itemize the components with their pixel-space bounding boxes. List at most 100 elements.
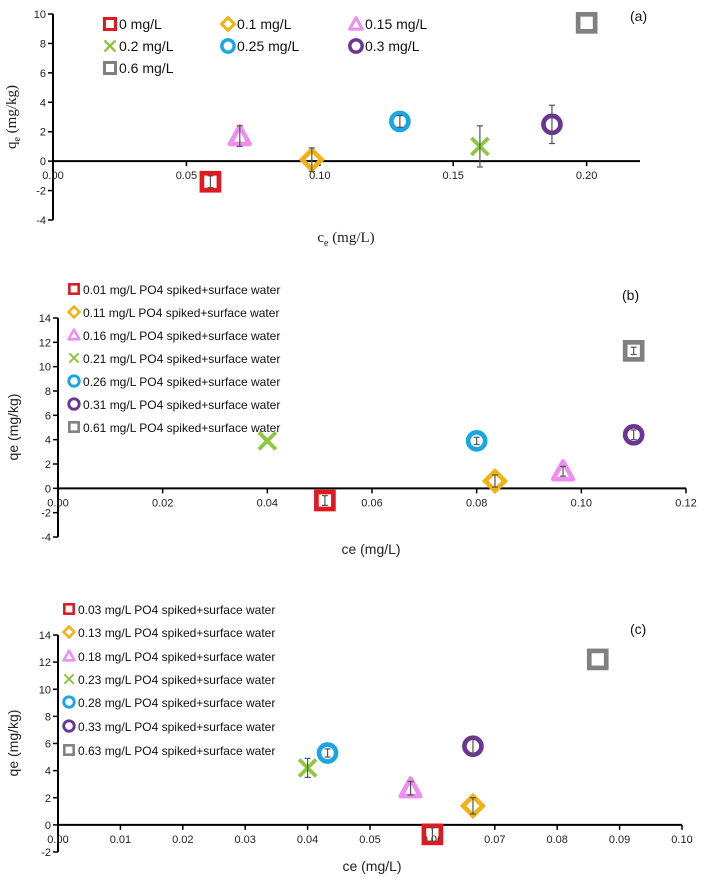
- legend-label: 0.16 mg/L PO4 spiked+surface water: [83, 329, 280, 343]
- legend-marker: [102, 16, 118, 32]
- data-marker: [199, 170, 222, 193]
- data-marker: [257, 431, 278, 451]
- y-axis-title: qe (mg/kg): [5, 394, 21, 461]
- x-axis-title: ce (mg/L): [317, 230, 374, 249]
- legend-item: 0.6 mg/L: [102, 60, 174, 76]
- legend-item: 0.16 mg/L PO4 spiked+surface water: [67, 328, 280, 343]
- data-marker: [398, 776, 423, 799]
- legend-label: 0.03 mg/L PO4 spiked+surface water: [78, 603, 275, 617]
- legend-label: 0.23 mg/L PO4 spiked+surface water: [78, 673, 275, 687]
- legend-item: 0.1 mg/L: [219, 15, 292, 33]
- legend-label: 0.31 mg/L PO4 spiked+surface water: [83, 398, 280, 412]
- data-marker: [622, 423, 645, 446]
- x-tick-label: 0.02: [172, 834, 193, 846]
- legend-item: 0.03 mg/L PO4 spiked+surface water: [63, 603, 275, 617]
- x-tick-label: 0.06: [361, 497, 382, 509]
- legend-label: 0.2 mg/L: [119, 38, 174, 54]
- x-tick-label: 0.15: [443, 170, 464, 182]
- y-tick-label: 8: [45, 386, 51, 398]
- y-tick-label: -2: [41, 847, 51, 859]
- data-marker: [459, 792, 487, 819]
- legend-label: 0.25 mg/L: [237, 38, 299, 54]
- x-tick-label: 0.12: [675, 497, 696, 509]
- legend-marker: [220, 38, 236, 54]
- data-marker: [622, 340, 645, 362]
- data-point: [622, 423, 645, 446]
- legend-item: 0.11 mg/L PO4 spiked+surface water: [66, 304, 279, 320]
- legend-marker: [348, 16, 364, 31]
- legend-marker-stroke-b: [63, 673, 75, 685]
- legend-marker: [67, 374, 81, 388]
- legend-item: 0.25 mg/L: [220, 38, 299, 54]
- legend-marker: [68, 283, 80, 295]
- x-axis-title: ce (mg/L): [342, 858, 401, 874]
- data-point: [481, 467, 509, 495]
- legend-marker: [67, 397, 81, 411]
- legend: 0.03 mg/L PO4 spiked+surface water 0.13 m…: [61, 603, 275, 758]
- data-point: [575, 11, 598, 34]
- legend-label: 0.28 mg/L PO4 spiked+surface water: [78, 696, 275, 710]
- x-tick-label: 0.05: [359, 834, 380, 846]
- legend-item: 0 mg/L: [102, 16, 162, 32]
- legend-item: 0.28 mg/L PO4 spiked+surface water: [62, 695, 275, 710]
- y-tick-label: 10: [34, 9, 46, 21]
- y-tick-label: 4: [40, 97, 46, 109]
- legend-label: 0.61 mg/L PO4 spiked+surface water: [83, 421, 280, 435]
- legend-label: 0.11 mg/L PO4 spiked+surface water: [83, 306, 279, 320]
- legend-marker: [62, 695, 76, 709]
- data-marker: [550, 459, 576, 482]
- x-axis-title: ce (mg/L): [341, 541, 400, 557]
- legend-item: 0.15 mg/L: [348, 16, 427, 32]
- data-point: [227, 124, 252, 148]
- y-tick-label: 0: [40, 156, 46, 168]
- legend-marker: [102, 60, 118, 76]
- legend-label: 0.33 mg/L PO4 spiked+surface water: [78, 720, 275, 734]
- y-tick-label: 2: [45, 459, 51, 471]
- legend-label: 0 mg/L: [119, 16, 162, 32]
- data-marker: [314, 489, 336, 512]
- x-tick-label: 0.03: [234, 834, 255, 846]
- legend-label: 0.01 mg/L PO4 spiked+surface water: [83, 283, 280, 297]
- legend-label: 0.1 mg/L: [237, 16, 292, 32]
- panel-label: (a): [630, 8, 647, 24]
- legend-marker: [63, 673, 75, 685]
- y-tick-label: -4: [41, 532, 51, 544]
- legend-marker-stroke-b: [68, 352, 80, 364]
- legend-marker: [62, 719, 76, 733]
- legend-label: 0.18 mg/L PO4 spiked+surface water: [78, 650, 275, 664]
- legend-marker: [103, 39, 117, 53]
- x-tick-label: 0.08: [466, 497, 487, 509]
- data-point: [541, 104, 563, 145]
- x-tick-label: 0.20: [576, 170, 597, 182]
- legend-item: 0.18 mg/L PO4 spiked+surface water: [62, 649, 275, 664]
- x-tick-label: 0.10: [671, 834, 692, 846]
- legend-marker: [66, 304, 82, 320]
- data-marker: [586, 648, 609, 671]
- y-tick-label: 14: [39, 630, 51, 642]
- x-tick-label: 0.01: [110, 834, 131, 846]
- legend: 0.01 mg/L PO4 spiked+surface water 0.11 m…: [66, 283, 280, 435]
- data-point: [316, 742, 339, 764]
- y-tick-label: 6: [40, 68, 46, 80]
- data-point: [389, 110, 411, 133]
- data-point: [257, 431, 278, 451]
- data-marker: [465, 430, 488, 452]
- y-tick-label: 12: [39, 337, 51, 349]
- panel-label: (c): [630, 621, 646, 637]
- data-point: [465, 430, 488, 452]
- x-tick-label: 0.00: [47, 834, 68, 846]
- legend-item: 0.61 mg/L PO4 spiked+surface water: [68, 421, 280, 435]
- y-tick-label: 4: [45, 766, 51, 778]
- y-tick-label: 2: [45, 793, 51, 805]
- y-tick-label: 8: [40, 38, 46, 50]
- y-tick-label: 6: [45, 410, 51, 422]
- legend-marker: [219, 15, 237, 33]
- legend-marker: [61, 624, 77, 640]
- legend-label: 0.21 mg/L PO4 spiked+surface water: [83, 352, 280, 366]
- data-marker: [389, 110, 411, 133]
- y-tick-label: 10: [39, 362, 51, 374]
- legend: 0 mg/L 0.1 mg/L 0.15 mg/L 0.2 mg/L 0.25 mg/L…: [102, 15, 427, 76]
- legend-label: 0.6 mg/L: [119, 60, 174, 76]
- y-tick-label: 14: [39, 313, 51, 325]
